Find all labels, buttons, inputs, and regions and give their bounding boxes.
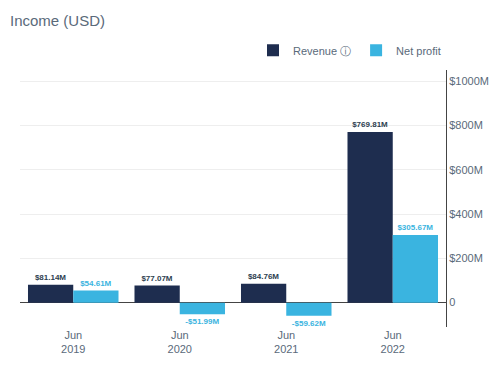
svg-text:Revenue ⓘ: Revenue ⓘ [293,45,351,57]
svg-text:$81.14M: $81.14M [35,273,66,282]
svg-text:$800M: $800M [449,119,483,131]
svg-text:Jun2021: Jun2021 [274,329,298,355]
svg-text:0: 0 [449,296,455,308]
svg-text:$200M: $200M [449,252,483,264]
svg-text:$305.67M: $305.67M [397,223,433,232]
svg-text:$84.76M: $84.76M [248,272,279,281]
svg-text:-$51.99M: -$51.99M [185,317,219,326]
svg-text:-$59.62M: -$59.62M [292,319,326,328]
svg-text:$400M: $400M [449,208,483,220]
svg-text:$54.61M: $54.61M [80,279,111,288]
svg-text:Jun2022: Jun2022 [381,329,405,355]
svg-text:$77.07M: $77.07M [141,274,172,283]
svg-text:Net profit: Net profit [396,45,441,57]
svg-text:Income (USD): Income (USD) [10,12,105,29]
svg-text:$769.81M: $769.81M [352,120,388,129]
svg-text:$600M: $600M [449,164,483,176]
svg-text:Jun2019: Jun2019 [61,329,85,355]
svg-text:Jun2020: Jun2020 [168,329,192,355]
svg-text:$1000M: $1000M [449,75,489,87]
